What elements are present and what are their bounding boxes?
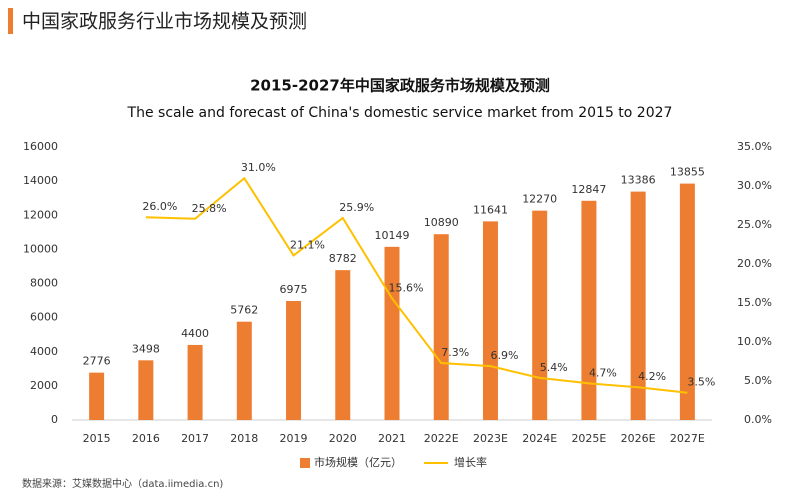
header-accent <box>8 8 13 34</box>
page-title: 中国家政服务行业市场规模及预测 <box>22 11 307 33</box>
bar-label: 5762 <box>230 304 258 317</box>
line-label: 3.5% <box>687 376 715 389</box>
y2-tick-label: 20.0% <box>737 257 772 270</box>
bar <box>187 344 203 420</box>
line-label: 25.8% <box>192 202 227 215</box>
bar-label: 4400 <box>181 327 209 340</box>
y-tick-label: 10000 <box>23 242 58 255</box>
x-tick-label: 2026E <box>621 432 656 445</box>
line-label: 25.9% <box>339 201 374 214</box>
bar <box>532 210 548 420</box>
x-tick-label: 2022E <box>424 432 459 445</box>
line-label: 21.1% <box>290 238 325 251</box>
x-tick-label: 2016 <box>132 432 160 445</box>
bar <box>581 200 597 420</box>
x-tick-label: 2024E <box>522 432 557 445</box>
bar <box>482 221 498 420</box>
bar <box>384 246 400 420</box>
x-tick-label: 2027E <box>670 432 705 445</box>
bar-label: 13855 <box>670 166 705 179</box>
y-tick-label: 6000 <box>30 311 58 324</box>
line-label: 7.3% <box>441 346 469 359</box>
bar-label: 12270 <box>522 193 557 206</box>
x-tick-label: 2020 <box>329 432 357 445</box>
line-label: 26.0% <box>142 200 177 213</box>
bar <box>433 234 449 420</box>
y-tick-label: 14000 <box>23 174 58 187</box>
x-tick-label: 2018 <box>230 432 258 445</box>
y2-tick-label: 30.0% <box>737 179 772 192</box>
bar <box>236 321 252 420</box>
bar <box>630 191 646 420</box>
legend-swatch <box>300 458 310 468</box>
x-tick-label: 2021 <box>378 432 406 445</box>
x-tick-label: 2023E <box>473 432 508 445</box>
line <box>145 176 688 394</box>
bar <box>679 183 695 420</box>
chart-subtitle: The scale and forecast of China's domest… <box>127 105 673 121</box>
bar-label: 8782 <box>329 252 357 265</box>
y2-tick-label: 10.0% <box>737 335 772 348</box>
bar <box>335 270 351 420</box>
chart-title: 2015-2027年中国家政服务市场规模及预测 <box>250 77 550 95</box>
bar-label: 11641 <box>473 203 508 216</box>
legend-label: 市场规模（亿元） <box>314 455 402 469</box>
bar-label: 12847 <box>571 183 606 196</box>
x-tick-label: 2019 <box>280 432 308 445</box>
y-tick-label: 2000 <box>30 379 58 392</box>
y-tick-label: 16000 <box>23 140 58 153</box>
x-tick-label: 2025E <box>571 432 606 445</box>
bar-label: 10149 <box>375 229 410 242</box>
bar-label: 3498 <box>132 342 160 355</box>
bar-label: 2776 <box>83 355 111 368</box>
y2-tick-label: 0.0% <box>744 413 772 426</box>
line-label: 5.4% <box>540 361 568 374</box>
y2-tick-label: 5.0% <box>744 374 772 387</box>
bar <box>138 360 154 420</box>
source-note: 数据来源：艾媒数据中心（data.iimedia.cn) <box>22 477 223 490</box>
line-label: 6.9% <box>490 349 518 362</box>
bar <box>89 372 105 420</box>
y-tick-label: 12000 <box>23 208 58 221</box>
bar <box>286 300 302 420</box>
x-tick-label: 2017 <box>181 432 209 445</box>
y-tick-label: 8000 <box>30 277 58 290</box>
y-tick-label: 0 <box>51 413 58 426</box>
y-tick-label: 4000 <box>30 345 58 358</box>
line-label: 4.2% <box>638 370 666 383</box>
y2-tick-label: 35.0% <box>737 140 772 153</box>
legend-label: 增长率 <box>454 455 487 469</box>
bar-label: 6975 <box>280 283 308 296</box>
line-label: 15.6% <box>389 281 424 294</box>
line-label: 31.0% <box>241 161 276 174</box>
bar-label: 13386 <box>621 174 656 187</box>
bar-label: 10890 <box>424 216 459 229</box>
y2-tick-label: 15.0% <box>737 296 772 309</box>
y2-tick-label: 25.0% <box>737 218 772 231</box>
line-label: 4.7% <box>589 366 617 379</box>
x-tick-label: 2015 <box>83 432 111 445</box>
